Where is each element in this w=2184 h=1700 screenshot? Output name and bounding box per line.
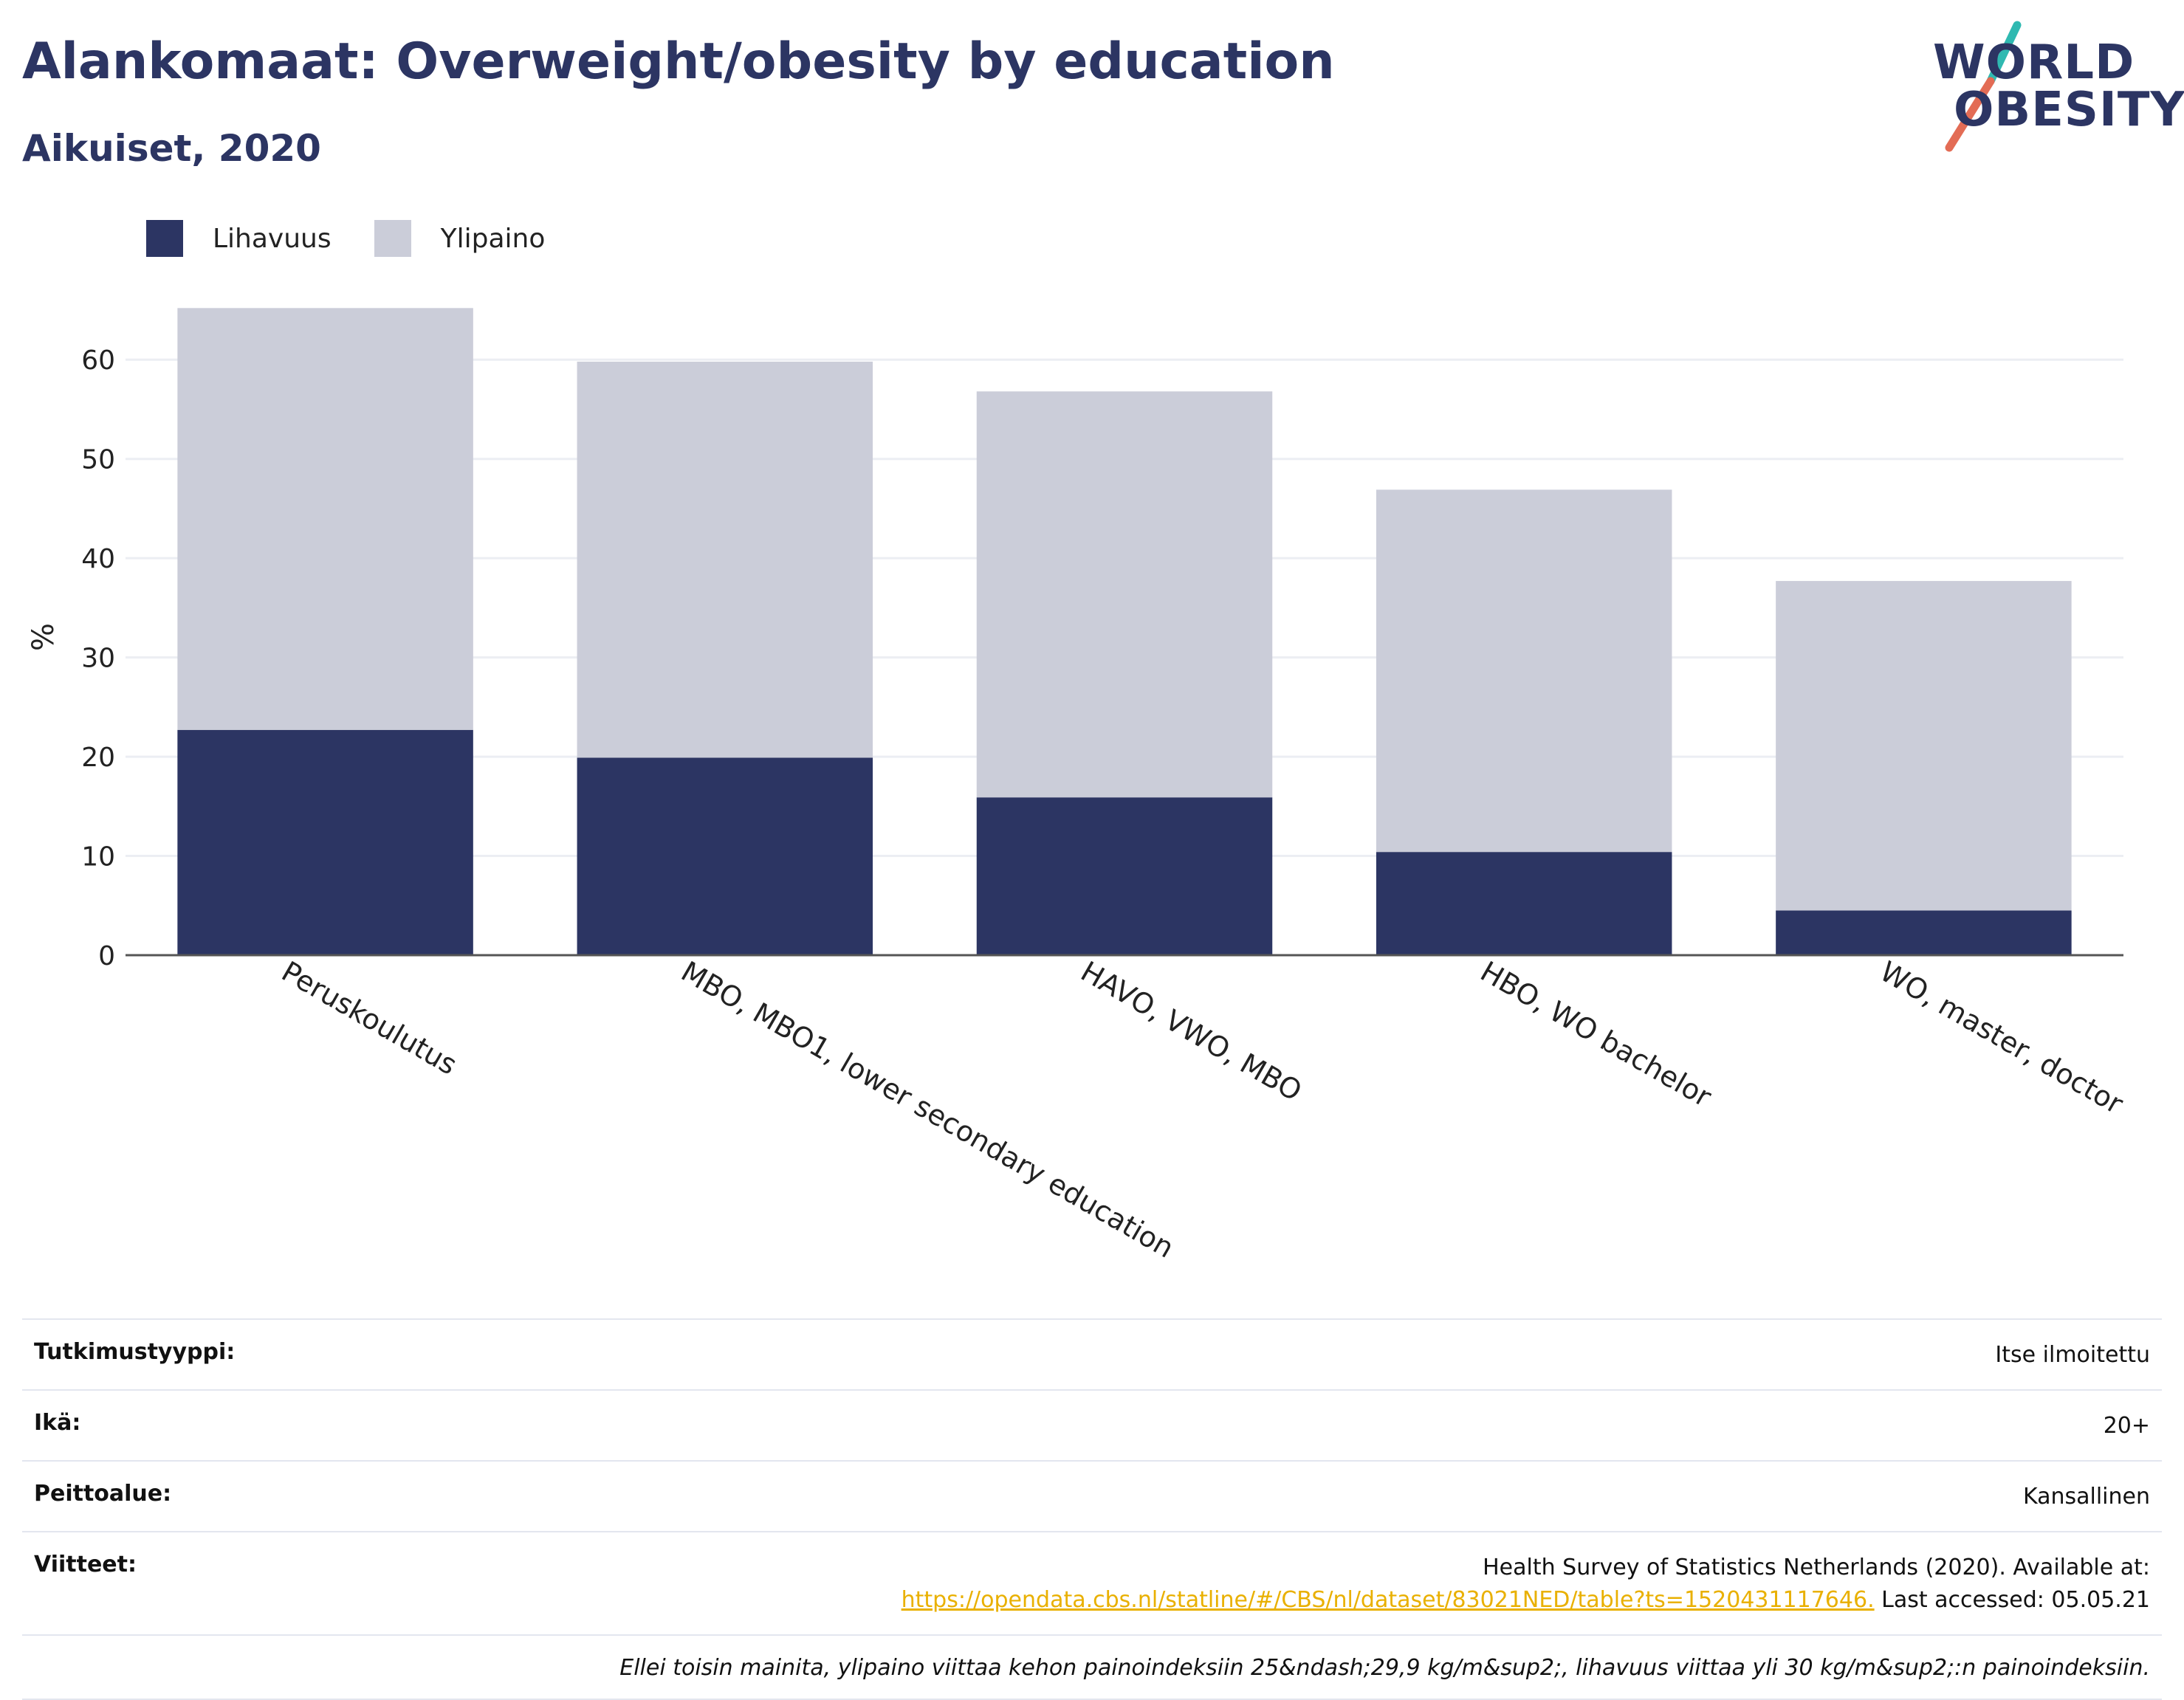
x-tick-label: Peruskoulutus [276,955,462,1081]
bar-lihavuus-5 [1776,910,2072,955]
bar-ylipaino-1 [177,308,473,730]
logo-line-1: WORLD [1933,35,2135,90]
references-accessed: Last accessed: 05.05.21 [1874,1587,2150,1613]
chart-legend: Lihavuus Ylipaino [146,220,588,257]
info-key: Peittoalue: [34,1481,172,1507]
y-tick-label: 60 [81,345,115,376]
x-tick-label: HBO, WO bachelor [1475,955,1717,1114]
legend-label-ylipaino: Ylipaino [440,223,546,254]
logo-slash-icon [1945,21,2022,152]
bar-lihavuus-4 [1376,852,1672,955]
info-row-study-type: Tutkimustyyppi: Itse ilmoitettu [22,1318,2162,1389]
world-obesity-logo: WORLD OBESITY [1920,21,2184,154]
bar-ylipaino-3 [976,391,1273,798]
info-table: Tutkimustyyppi: Itse ilmoitettu Ikä: 20+… [22,1318,2162,1700]
bar-ylipaino-4 [1376,489,1672,853]
references-link[interactable]: https://opendata.cbs.nl/statline/#/CBS/n… [901,1587,1875,1613]
y-tick-label: 50 [81,445,115,475]
legend-swatch-lihavuus [146,220,183,257]
bar-lihavuus-3 [976,797,1273,955]
y-tick-label: 20 [81,743,115,773]
y-tick-label: 30 [81,644,115,674]
bar-ylipaino-2 [577,361,873,758]
definition-note: Ellei toisin mainita, ylipaino viittaa k… [619,1655,2150,1681]
y-tick-label: 0 [98,941,115,971]
y-axis-label: % [27,623,61,651]
info-row-references: Viitteet: Health Survey of Statistics Ne… [22,1531,2162,1634]
info-value: Itse ilmoitettu [1995,1342,2150,1368]
y-tick-label: 10 [81,842,115,873]
bar-lihavuus-1 [177,729,473,955]
x-tick-label: HAVO, VWO, MBO [1076,955,1308,1108]
info-row-coverage: Peittoalue: Kansallinen [22,1460,2162,1531]
info-key: Ikä: [34,1410,81,1436]
page-title: Alankomaat: Overweight/obesity by educat… [22,32,1335,91]
logo-line-2: OBESITY [1954,83,2184,137]
info-value: Kansallinen [2022,1484,2150,1510]
info-key: Viitteet: [34,1552,137,1577]
x-tick-label: WO, master, doctor [1875,955,2129,1121]
info-value: 20+ [2103,1413,2150,1439]
references-text: Health Survey of Statistics Netherlands … [1483,1555,2150,1580]
stacked-bar-chart: 0 10 20 30 40 50 60% Peruskoulutus MBO, MBO1, lo… [27,308,2129,1264]
y-tick-label: 40 [81,544,115,574]
page-subtitle: Aikuiset, 2020 [22,127,321,170]
bar-ylipaino-5 [1776,581,2072,911]
legend-swatch-ylipaino [374,220,411,257]
bar-lihavuus-2 [577,757,873,955]
info-row-age: Ikä: 20+ [22,1389,2162,1460]
references-value: Health Survey of Statistics Netherlands … [902,1552,2150,1617]
x-tick-label: MBO, MBO1, lower secondary education [676,955,1179,1264]
info-key: Tutkimustyyppi: [34,1339,236,1365]
info-row-note: Ellei toisin mainita, ylipaino viittaa k… [22,1634,2162,1699]
legend-label-lihavuus: Lihavuus [213,223,332,254]
